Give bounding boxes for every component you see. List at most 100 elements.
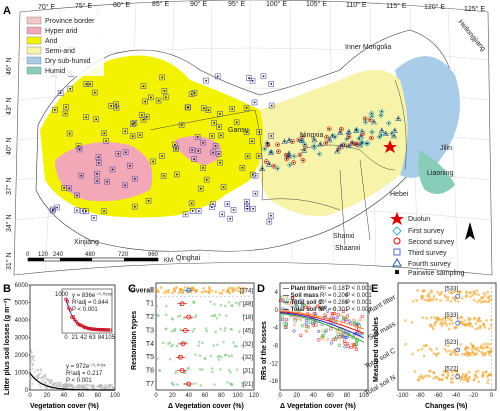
site-square [76,146,83,153]
data-point [411,299,415,303]
panel-d-ylabel: RRs of the losses [261,321,268,380]
legend-swatch [26,46,42,55]
data-point [235,368,239,371]
data-point [441,378,444,381]
site-square [194,134,201,140]
site-square [189,208,196,214]
site-diamond [298,137,305,144]
site-dot [343,144,346,146]
x-tick: 0 [490,393,494,399]
data-point [487,378,490,382]
site-dot [251,80,254,82]
data-point [440,290,444,294]
x-tick: 40 [61,393,68,399]
site-dot [351,142,353,144]
data-point [204,327,208,330]
data-point [404,342,408,346]
legend-swatch [26,66,42,75]
data-point [210,367,214,370]
site-dot [161,76,163,79]
x-tick: -40 [452,393,461,399]
data-point [201,341,204,345]
data-point [440,321,444,325]
data-point [421,376,425,380]
data-point [220,292,224,295]
site-square [147,94,154,101]
data-point [445,350,448,353]
svg-text:85° E: 85° E [152,0,170,8]
data-point [79,384,82,388]
data-point [456,316,460,320]
site-dot [65,106,67,108]
site-dot [213,122,215,124]
legend-item: — Total soil C [283,300,323,306]
svg-text:Third survey: Third survey [408,250,447,257]
svg-text:110° E: 110° E [346,1,367,9]
site-dot [262,75,265,78]
data-point [428,324,432,328]
site-triangle [281,138,288,144]
data-point [449,352,452,356]
site-dot [291,140,294,143]
site-circle [271,163,277,169]
x-tick: 80 [95,393,102,399]
data-point [314,312,318,316]
fit-line [279,311,364,334]
data-point [484,351,488,355]
site-diamond [261,145,268,152]
data-point [446,374,450,377]
data-point [87,383,90,387]
data-point [237,303,241,307]
data-point [341,316,345,320]
site-dot [180,124,183,126]
data-point [194,314,198,317]
svg-text:480: 480 [85,252,96,258]
x-tick: -20 [469,393,478,399]
site-square [243,104,250,111]
data-point [68,383,71,386]
data-point [475,300,479,304]
legend-r2: R² = 0.301 [320,307,349,313]
site-square [215,151,222,157]
panel-b-ylabel: Litter plus soil losses (g m⁻²) [4,298,11,395]
data-point [46,377,50,381]
site-square [244,205,251,212]
site-triangle [326,136,333,143]
site-square [195,147,202,154]
data-point [173,329,176,333]
data-point [354,347,358,351]
data-point [214,290,218,294]
data-point [111,386,115,389]
site-dot [276,167,279,170]
data-point [469,342,473,346]
site-dot [142,85,145,88]
site-diamond [378,112,384,119]
site-dot [276,143,279,146]
legend-item: — Total soil N [283,307,323,313]
data-point [354,342,358,346]
data-point [236,286,240,290]
site-square [83,208,89,215]
data-point [488,294,492,298]
data-point [281,315,284,319]
data-point [311,321,315,325]
site-dot [313,139,316,141]
site-dot [76,194,78,197]
site-square [188,200,195,207]
site-dot [191,210,194,212]
y-tick: 0 [275,308,279,314]
site-dot [328,128,330,130]
site-square [140,83,147,90]
data-point [321,334,325,338]
panel-b-fit-line [29,372,115,391]
data-point [470,325,474,328]
data-point [219,368,222,371]
data-point [54,381,58,384]
site-dot [263,148,266,150]
site-dot [212,151,214,154]
site-dot [346,138,348,140]
data-point [347,319,351,323]
site-square [208,204,215,211]
site-dot [146,116,148,118]
data-point [243,303,246,307]
